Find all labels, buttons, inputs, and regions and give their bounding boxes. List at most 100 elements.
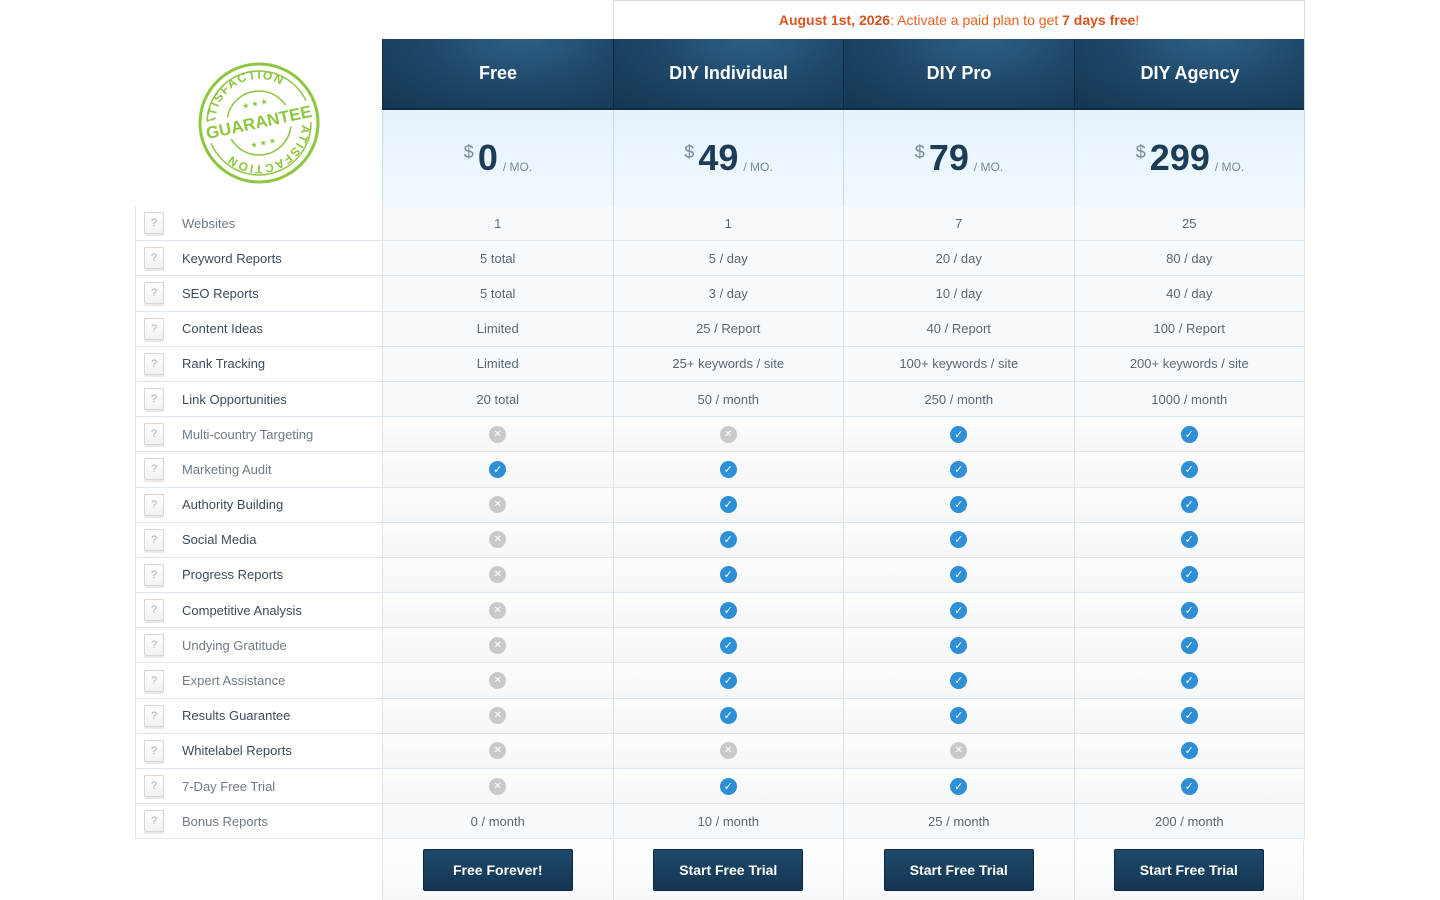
price-amount: 79 (928, 137, 969, 178)
feature-value-cell: 100+ keywords / site (844, 346, 1075, 381)
check-icon: ✓ (1180, 777, 1198, 795)
feature-value-cell: 25 (1074, 206, 1305, 241)
feature-value-cell: Limited (383, 311, 614, 346)
feature-value: 25+ keywords / site (672, 356, 785, 372)
help-icon[interactable]: ? (144, 563, 164, 586)
plan-button-cell: Free Forever! (382, 841, 613, 900)
feature-label: Authority Building (182, 497, 284, 513)
help-icon[interactable]: ? (144, 669, 164, 692)
feature-value-cell: 20 total (383, 381, 614, 417)
check-icon: ✓ (489, 460, 507, 478)
price-period: / MO. (743, 160, 773, 174)
feature-value-cell: 0 / month (383, 804, 614, 839)
feature-value: 40 / day (1166, 285, 1213, 301)
feature-value-cell: 200 / month (1074, 804, 1305, 839)
feature-value-cell: ✕ (383, 557, 614, 593)
help-icon[interactable]: ? (144, 810, 164, 833)
feature-value: 100 / Report (1153, 321, 1226, 337)
feature-value: 10 / month (697, 813, 759, 829)
plan-button-cell: Start Free Trial (612, 841, 843, 900)
feature-value-cell: ✓ (844, 769, 1075, 804)
help-icon[interactable]: ? (144, 212, 164, 235)
check-icon: ✓ (1180, 425, 1198, 443)
help-icon[interactable]: ? (144, 775, 164, 798)
help-icon[interactable]: ? (144, 528, 164, 551)
promo-highlight: 7 days free (1062, 12, 1136, 28)
check-icon: ✓ (1180, 496, 1198, 514)
feature-label-cell: ? Link Opportunities (135, 381, 383, 417)
plan-cta-button-2[interactable]: Start Free Trial (883, 849, 1034, 891)
cross-icon: ✕ (489, 531, 507, 549)
check-icon: ✓ (719, 566, 737, 584)
check-icon: ✓ (719, 496, 737, 514)
feature-value: 5 / day (708, 250, 748, 266)
help-icon[interactable]: ? (144, 317, 164, 340)
check-icon: ✓ (950, 777, 968, 795)
feature-value-cell: ✓ (613, 628, 844, 663)
feature-row: ? Bonus Reports 0 / month 10 / month 25 / mo… (135, 804, 1305, 840)
help-icon[interactable]: ? (144, 352, 164, 375)
plan-button-cell: Start Free Trial (843, 841, 1074, 900)
feature-value: 25 (1182, 215, 1197, 231)
feature-value: 1 (724, 215, 732, 231)
feature-label-cell: ? Undying Gratitude (135, 628, 383, 663)
feature-value: 7 (955, 215, 963, 231)
check-icon: ✓ (719, 672, 737, 690)
help-icon[interactable]: ? (144, 423, 164, 446)
feature-label: Content Ideas (182, 321, 263, 337)
feature-value-cell: ✕ (383, 522, 614, 557)
plan-price-0: $0 / MO. (382, 110, 613, 207)
feature-label: Marketing Audit (182, 461, 272, 477)
feature-value-cell: ✓ (613, 593, 844, 628)
feature-value: 0 / month (470, 813, 525, 829)
feature-label: Rank Tracking (182, 356, 266, 372)
promo-banner: August 1st, 2026: Activate a paid plan t… (613, 0, 1305, 39)
feature-value-cell: ✓ (613, 663, 844, 698)
cross-icon: ✕ (489, 566, 507, 584)
cross-icon: ✕ (489, 742, 507, 760)
feature-label-cell: ? Social Media (135, 522, 383, 557)
feature-value-cell: ✕ (383, 628, 614, 663)
feature-value-cell: 10 / month (613, 804, 844, 839)
plan-buttons-row: Free Forever! Start Free Trial Start Free … (382, 841, 1305, 900)
feature-label: Whitelabel Reports (182, 743, 292, 759)
help-icon[interactable]: ? (144, 739, 164, 762)
price-period: / MO. (1214, 160, 1245, 174)
check-icon: ✓ (950, 601, 968, 619)
feature-label: Competitive Analysis (182, 602, 302, 618)
plan-cta-button-1[interactable]: Start Free Trial (653, 849, 804, 891)
price-period: / MO. (502, 160, 533, 174)
help-icon[interactable]: ? (144, 388, 164, 411)
feature-value-cell: 1000 / month (1074, 381, 1305, 417)
help-icon[interactable]: ? (144, 282, 164, 305)
help-icon[interactable]: ? (144, 247, 164, 270)
help-icon[interactable]: ? (144, 493, 164, 516)
cross-icon: ✕ (950, 742, 968, 760)
feature-label: Websites (182, 215, 236, 231)
check-icon: ✓ (1180, 531, 1198, 549)
feature-value: 100+ keywords / site (899, 356, 1019, 372)
plan-price-3: $299 / MO. (1074, 110, 1305, 207)
feature-value-cell: ✓ (613, 698, 844, 733)
feature-row: ? Link Opportunities 20 total 50 / month 250… (135, 381, 1305, 418)
plan-cta-button-0[interactable]: Free Forever! (422, 849, 573, 891)
feature-value-cell: ✓ (1074, 769, 1305, 804)
help-icon[interactable]: ? (144, 599, 164, 622)
feature-value-cell: ✕ (383, 769, 614, 804)
plan-cta-button-3[interactable]: Start Free Trial (1113, 849, 1264, 891)
feature-value-cell: ✓ (844, 487, 1075, 522)
help-icon[interactable]: ? (144, 458, 164, 481)
feature-value-cell: 40 / Report (844, 311, 1075, 346)
feature-value-cell: 7 (844, 206, 1075, 241)
help-icon[interactable]: ? (144, 634, 164, 657)
feature-value: 25 / Report (696, 321, 761, 337)
feature-label: Keyword Reports (182, 250, 282, 266)
feature-value-cell: ✓ (1074, 698, 1305, 733)
feature-value-cell: 25 / month (844, 804, 1075, 839)
feature-value-cell: ✓ (844, 557, 1075, 593)
promo-date: August 1st, 2026 (778, 12, 891, 28)
feature-value: Limited (476, 321, 519, 337)
help-icon[interactable]: ? (144, 704, 164, 727)
feature-table: ? Websites 1 1 7 25? Keyword Reports 5 total 5 /… (135, 206, 1305, 840)
check-icon: ✓ (950, 531, 968, 549)
